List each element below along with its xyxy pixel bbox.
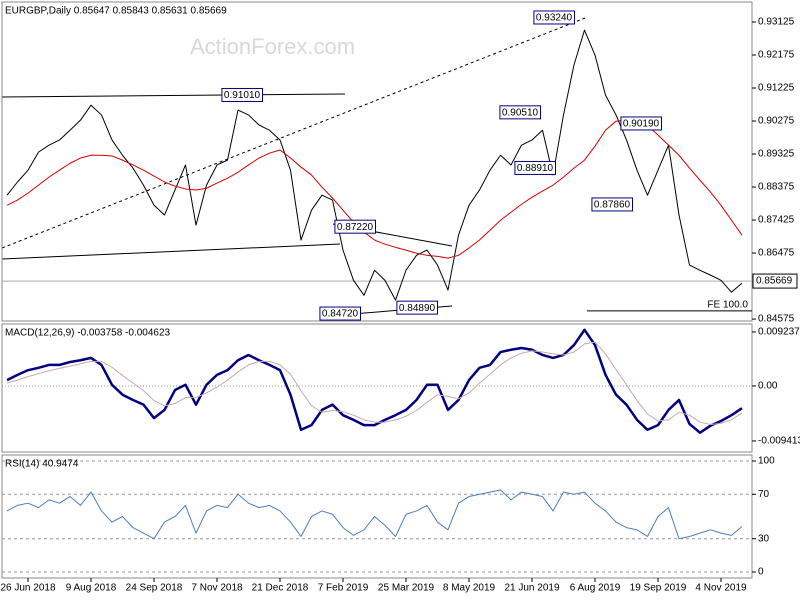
pane-title: EURGBP,Daily 0.85647 0.85843 0.85631 0.8… [5, 6, 227, 17]
pane-title: MACD(12,26,9) -0.003758 -0.004623 [5, 328, 171, 339]
x-tick-label: 9 Aug 2018 [66, 583, 117, 594]
series-line [6, 489, 743, 540]
annotation-box [396, 300, 439, 315]
trendline [1, 243, 341, 260]
price-annotation: 0.88910 [514, 160, 557, 175]
y-tick-label: 0.00 [758, 381, 778, 392]
price-annotation: 0.87860 [591, 197, 634, 212]
trendline [1, 93, 346, 98]
y-tick-label: 0.92175 [758, 50, 795, 61]
price-annotation: 0.84720 [319, 306, 362, 321]
x-tick-label: 6 Aug 2019 [570, 583, 621, 594]
y-tick-label: 0 [758, 567, 764, 578]
x-tick-label: 21 Dec 2018 [252, 583, 309, 594]
x-tick-label: 7 Nov 2018 [191, 583, 243, 594]
annotation-label: 0.88910 [517, 163, 554, 174]
y-tick-label: 0.90275 [758, 116, 795, 127]
trendline [1, 17, 586, 249]
y-tick-label: 100 [758, 456, 775, 467]
y-tick-label: 30 [758, 533, 770, 544]
y-tick-label: 0.84575 [758, 314, 795, 325]
annotation-box [620, 116, 663, 131]
series-line [6, 119, 743, 259]
price-annotation: 0.90510 [499, 105, 542, 120]
annotation-label: 0.90190 [623, 119, 660, 130]
price-annotation: 0.91010 [221, 87, 264, 102]
y-tick-label: 0.91225 [758, 83, 795, 94]
y-tick-label: 0.88375 [758, 182, 795, 193]
annotation-label: 0.84720 [322, 309, 359, 320]
series-line [6, 341, 743, 426]
y-tick-label: 0.87425 [758, 215, 795, 226]
x-tick-label: 4 Nov 2019 [695, 583, 747, 594]
current-price-label: 0.85669 [756, 276, 793, 287]
x-tick-label: 8 May 2019 [443, 583, 496, 594]
y-tick-label: 70 [758, 489, 770, 500]
annotation-box [221, 87, 264, 102]
annotation-label: 0.90510 [502, 107, 539, 118]
annotation-label: 0.87220 [337, 222, 374, 233]
y-tick-label: -0.009413 [758, 436, 800, 447]
pane-title: RSI(14) 40.9474 [5, 459, 79, 470]
annotation-label: 0.93240 [536, 13, 573, 24]
y-tick-label: 0.009237 [758, 327, 800, 338]
y-tick-label: 0.89325 [758, 149, 795, 160]
annotation-box [514, 160, 557, 175]
pane-frame [1, 1, 753, 322]
annotation-label: 0.87860 [594, 200, 631, 211]
x-tick-label: 25 Mar 2019 [378, 583, 435, 594]
y-tick-label: 0.86475 [758, 248, 795, 259]
price-annotation: 0.90190 [620, 116, 663, 131]
annotation-box [499, 105, 542, 120]
annotation-box [533, 10, 576, 25]
x-tick-label: 24 Sep 2018 [126, 583, 183, 594]
current-price-box [752, 273, 798, 289]
annotation-box [334, 219, 377, 234]
price-annotation: 0.93240 [533, 10, 576, 25]
price-annotation: 0.87220 [334, 219, 377, 234]
annotation-label: 0.84890 [399, 303, 436, 314]
series-line [6, 328, 743, 434]
x-tick-label: 21 Jun 2019 [504, 583, 559, 594]
pane-frame [1, 454, 753, 579]
watermark: ActionForex.com [190, 34, 355, 59]
x-tick-label: 19 Sep 2019 [630, 583, 687, 594]
annotation-box [591, 197, 634, 212]
fe-label: FE 100.0 [707, 300, 748, 311]
price-annotation: 0.84890 [396, 300, 439, 315]
pane-frame [1, 323, 753, 453]
x-tick-label: 7 Feb 2019 [318, 583, 369, 594]
x-tick-label: 26 Jun 2018 [0, 583, 55, 594]
annotation-box [319, 306, 362, 321]
y-tick-label: 0.93125 [758, 17, 795, 28]
annotation-label: 0.91010 [224, 90, 261, 101]
